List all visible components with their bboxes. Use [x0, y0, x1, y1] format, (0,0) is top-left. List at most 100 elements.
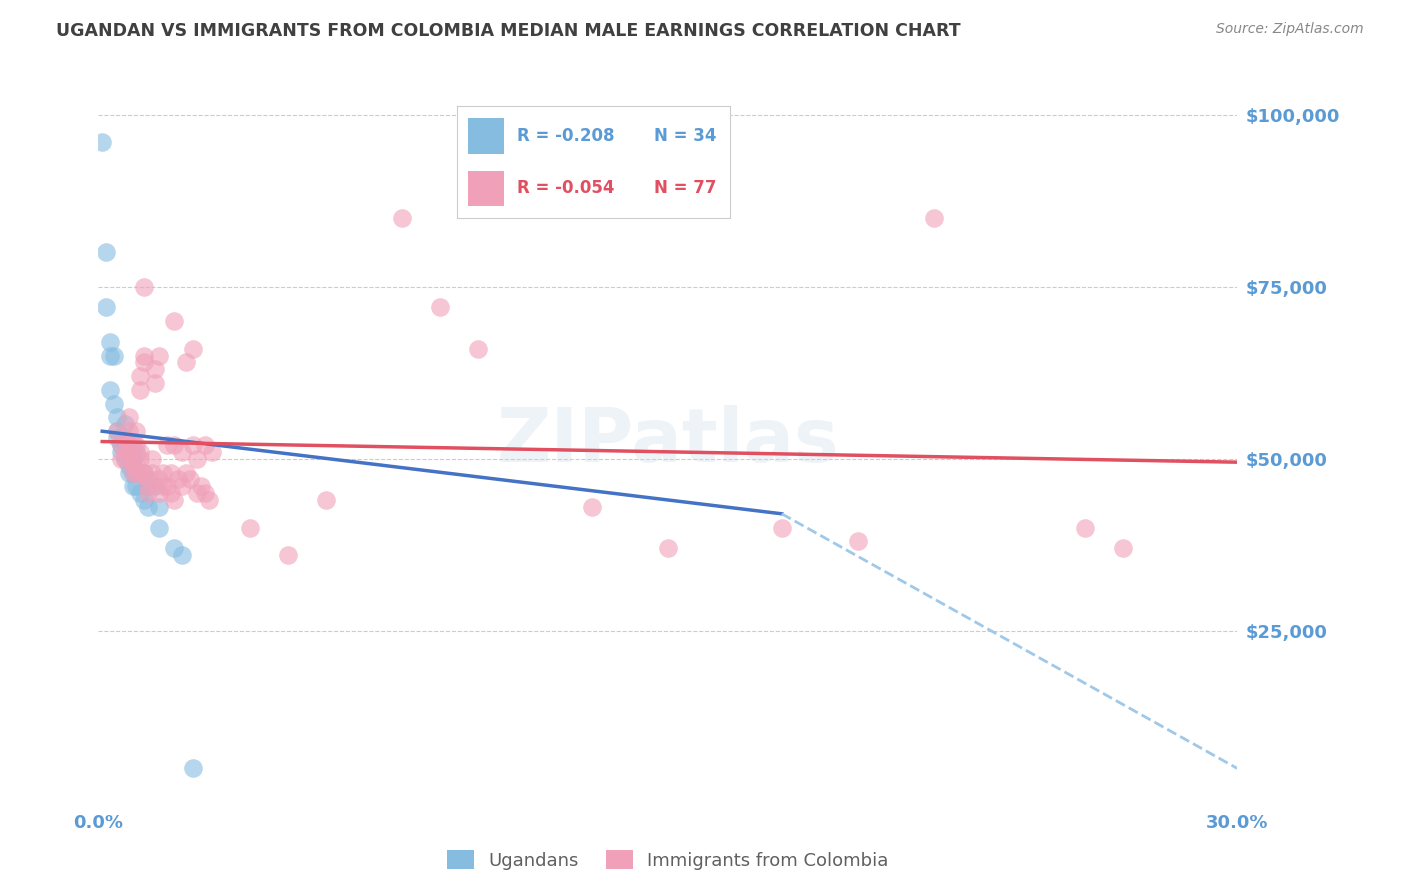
Point: [136, 472, 159, 486]
Point: [121, 438, 143, 452]
Point: [110, 451, 132, 466]
Point: [103, 397, 125, 411]
Point: [132, 349, 155, 363]
Point: [148, 349, 170, 363]
Point: [136, 479, 159, 493]
Point: [125, 438, 148, 452]
Point: [183, 761, 205, 775]
Point: [163, 438, 186, 452]
Point: [132, 279, 155, 293]
Point: [107, 410, 129, 425]
Point: [94, 301, 117, 315]
Point: [1074, 520, 1097, 534]
Point: [148, 486, 170, 500]
Point: [132, 493, 155, 508]
Point: [91, 135, 114, 149]
Point: [121, 458, 143, 473]
Point: [183, 342, 205, 356]
Point: [277, 548, 299, 562]
Point: [132, 355, 155, 369]
Point: [129, 383, 152, 397]
Point: [174, 355, 197, 369]
Point: [170, 479, 193, 493]
Point: [114, 451, 136, 466]
Point: [152, 479, 174, 493]
Point: [98, 334, 121, 349]
Point: [179, 472, 201, 486]
Point: [190, 479, 212, 493]
Point: [125, 466, 148, 480]
Point: [121, 466, 143, 480]
Point: [121, 451, 143, 466]
Point: [141, 451, 163, 466]
Point: [118, 445, 141, 459]
Point: [121, 479, 143, 493]
Point: [118, 466, 141, 480]
Point: [156, 479, 179, 493]
Point: [129, 451, 152, 466]
Point: [110, 445, 132, 459]
Legend: Ugandans, Immigrants from Colombia: Ugandans, Immigrants from Colombia: [440, 843, 896, 877]
Point: [114, 445, 136, 459]
Point: [148, 500, 170, 514]
Point: [145, 376, 167, 390]
Point: [467, 342, 489, 356]
Point: [170, 445, 193, 459]
Point: [183, 438, 205, 452]
Point: [121, 451, 143, 466]
Point: [136, 486, 159, 500]
Point: [103, 349, 125, 363]
Point: [107, 424, 129, 438]
Point: [118, 438, 141, 452]
Point: [145, 479, 167, 493]
Point: [107, 431, 129, 445]
Point: [391, 211, 413, 225]
Point: [141, 466, 163, 480]
Point: [239, 520, 262, 534]
Point: [129, 445, 152, 459]
Point: [429, 301, 451, 315]
Point: [107, 424, 129, 438]
Point: [159, 486, 181, 500]
Point: [118, 410, 141, 425]
Text: UGANDAN VS IMMIGRANTS FROM COLOMBIA MEDIAN MALE EARNINGS CORRELATION CHART: UGANDAN VS IMMIGRANTS FROM COLOMBIA MEDI…: [56, 22, 960, 40]
Point: [132, 466, 155, 480]
Point: [148, 472, 170, 486]
Text: ZIPatlas: ZIPatlas: [496, 405, 839, 478]
Text: Source: ZipAtlas.com: Source: ZipAtlas.com: [1216, 22, 1364, 37]
Point: [132, 466, 155, 480]
Point: [114, 431, 136, 445]
Point: [194, 486, 217, 500]
Point: [136, 479, 159, 493]
Point: [136, 500, 159, 514]
Point: [114, 451, 136, 466]
Point: [125, 458, 148, 473]
Point: [174, 466, 197, 480]
Point: [581, 500, 603, 514]
Point: [186, 451, 208, 466]
Point: [114, 417, 136, 432]
Point: [118, 424, 141, 438]
Point: [94, 245, 117, 260]
Point: [156, 438, 179, 452]
Point: [167, 472, 190, 486]
Point: [129, 466, 152, 480]
Point: [186, 486, 208, 500]
Point: [197, 493, 219, 508]
Point: [98, 383, 121, 397]
Point: [145, 362, 167, 376]
Point: [118, 458, 141, 473]
Point: [922, 211, 945, 225]
Point: [98, 349, 121, 363]
Point: [1112, 541, 1135, 556]
Point: [125, 424, 148, 438]
Point: [110, 438, 132, 452]
Point: [129, 486, 152, 500]
Point: [129, 369, 152, 384]
Point: [846, 534, 869, 549]
Point: [159, 466, 181, 480]
Point: [118, 438, 141, 452]
Point: [163, 314, 186, 328]
Point: [770, 520, 793, 534]
Point: [121, 466, 143, 480]
